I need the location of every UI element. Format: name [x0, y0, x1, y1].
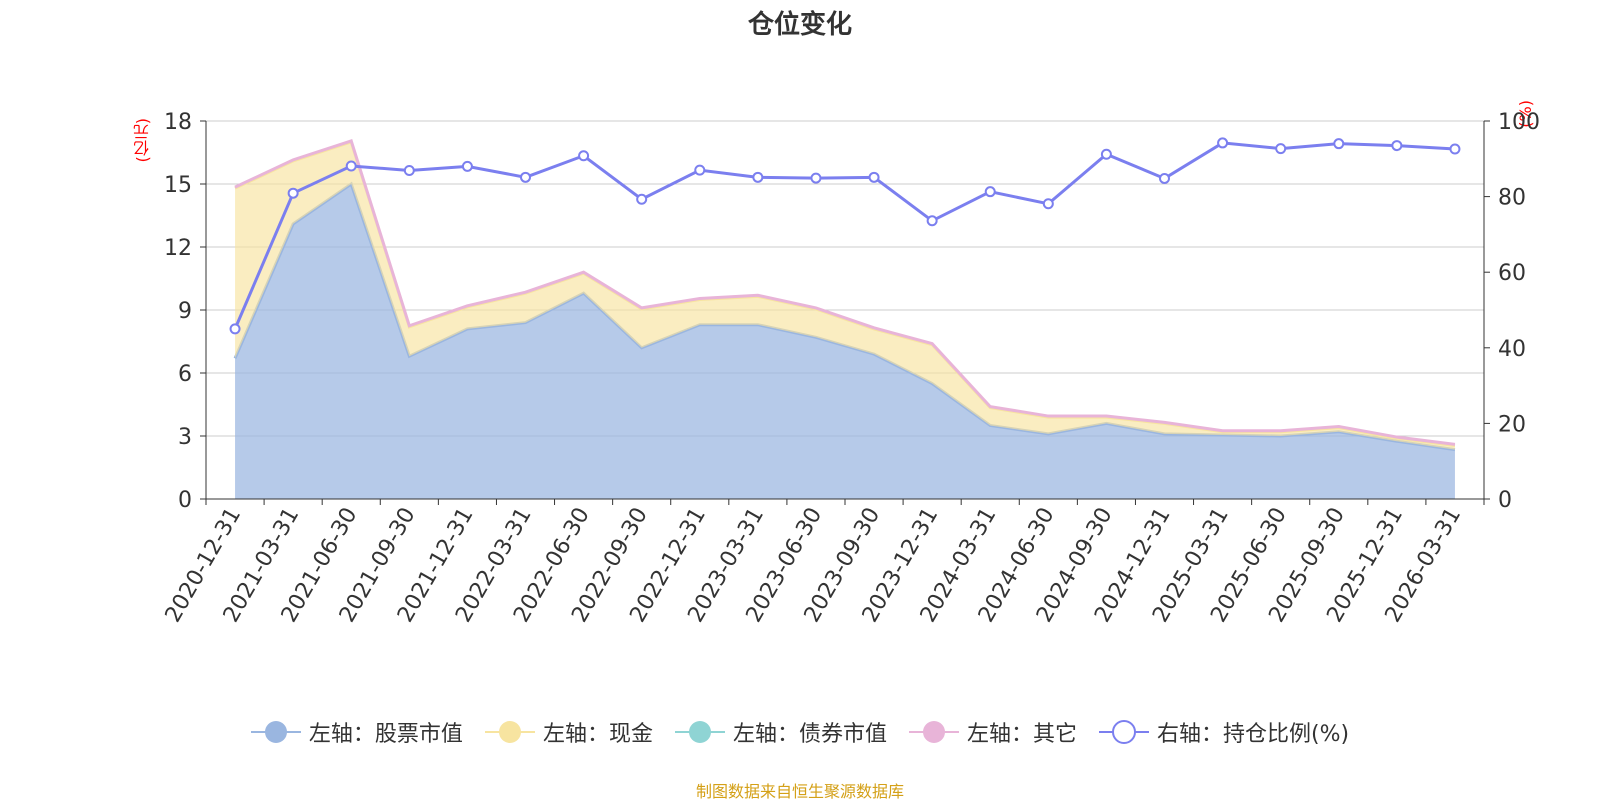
legend-stock-icon [250, 721, 301, 743]
legend-label-stock: 左轴：股票市值 [308, 722, 463, 747]
left-tick-label-0: 0 [178, 488, 192, 513]
ratio-line [233, 141, 1456, 330]
ratio-point-4 [461, 160, 473, 172]
ratio-point-12 [926, 215, 938, 227]
legend: 左轴：股票市值 左轴：现金 左轴：债券市值 左轴：其它 右轴：持仓比例(%) [0, 716, 1600, 748]
ratio-point-20 [1391, 140, 1403, 152]
left-tick-label-2: 6 [178, 362, 192, 387]
area-series-1 [235, 142, 1455, 450]
ratio-point-14 [1042, 198, 1054, 210]
ratio-point-7 [636, 193, 648, 205]
right-tick-label-0: 0 [1498, 488, 1512, 513]
left-tick-label-4: 12 [164, 236, 192, 261]
right-tick-label-2: 40 [1498, 337, 1526, 362]
legend-label-ratio: 右轴：持仓比例(%) [1156, 722, 1350, 747]
ratio-point-13 [984, 186, 996, 198]
right-tick-label-5: 100 [1498, 110, 1540, 135]
ratio-point-0 [229, 323, 241, 335]
ratio-point-2 [345, 160, 357, 172]
left-tick-label-6: 18 [164, 110, 192, 135]
legend-label-other: 左轴：其它 [966, 722, 1077, 747]
right-tick-label-1: 20 [1498, 412, 1526, 437]
ratio-point-15 [1100, 148, 1112, 160]
legend-cash-icon [484, 721, 535, 743]
ratio-point-19 [1333, 138, 1345, 150]
chart-title: 仓位变化 [747, 10, 852, 40]
legend-ratio-icon [1098, 720, 1149, 744]
right-tick-label-3: 60 [1498, 261, 1526, 286]
legend-item-cash[interactable]: 左轴：现金 [484, 716, 653, 748]
ratio-point-8 [694, 164, 706, 176]
source-note: 制图数据来自恒生聚源数据库 [695, 782, 904, 801]
legend-item-stock[interactable]: 左轴：股票市值 [250, 716, 463, 748]
left-tick-label-1: 3 [178, 425, 192, 450]
legend-item-other[interactable]: 左轴：其它 [908, 716, 1077, 748]
line-series-3 [234, 139, 1456, 446]
left-tick-label-5: 15 [164, 173, 192, 198]
legend-label-bond: 左轴：债券市值 [732, 722, 887, 747]
ratio-point-16 [1159, 172, 1170, 184]
ratio-point-10 [810, 172, 822, 184]
ratio-point-18 [1275, 143, 1287, 155]
legend-label-cash: 左轴：现金 [542, 722, 653, 747]
legend-other-icon [908, 721, 959, 743]
left-tick-label-3: 9 [178, 299, 192, 324]
legend-bond-icon [674, 721, 725, 743]
ratio-point-9 [752, 171, 764, 183]
area-series-0 [235, 184, 1455, 499]
ratio-point-17 [1217, 137, 1229, 149]
chart-canvas: 03691215180204060801002020-12-312021-03-… [161, 110, 1540, 627]
right-tick-label-4: 80 [1498, 186, 1526, 211]
ratio-point-1 [287, 187, 299, 199]
ratio-point-5 [520, 171, 531, 183]
ratio-point-3 [403, 165, 415, 177]
ratio-point-11 [868, 171, 880, 183]
ratio-point-6 [578, 150, 590, 162]
legend-item-ratio[interactable]: 右轴：持仓比例(%) [1098, 716, 1350, 748]
legend-item-bond[interactable]: 左轴：债券市值 [674, 716, 887, 748]
ratio-point-21 [1449, 143, 1461, 155]
